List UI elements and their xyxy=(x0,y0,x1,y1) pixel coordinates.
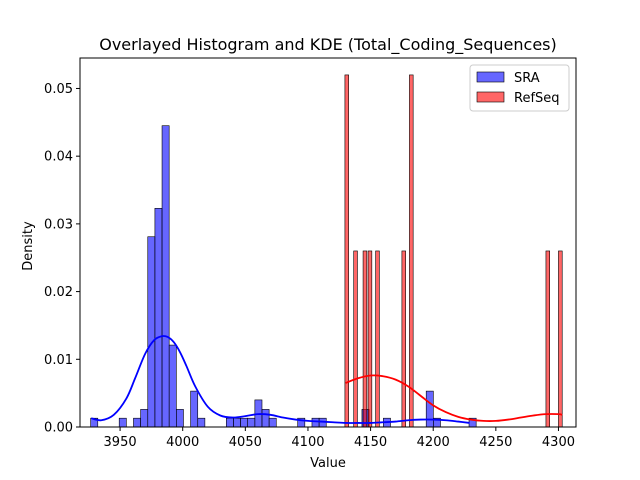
x-tick-label-4100: 4100 xyxy=(291,435,324,450)
bar-refseq-6 xyxy=(409,74,414,428)
chart-title: Overlayed Histogram and KDE (Total_Codin… xyxy=(99,35,557,55)
bar-sra-9 xyxy=(190,390,199,428)
bar-refseq-5 xyxy=(401,250,406,428)
legend: SRA RefSeq xyxy=(469,64,570,112)
legend-swatch-sra xyxy=(476,71,505,83)
x-tick-label-4200: 4200 xyxy=(417,435,450,450)
bar-sra-13 xyxy=(240,417,249,428)
plot-area xyxy=(90,74,563,428)
y-tick-label-3: 0.03 xyxy=(44,217,73,232)
bar-refseq-3 xyxy=(367,250,373,428)
bar-sra-6 xyxy=(161,125,170,428)
kde-line-refseq xyxy=(345,374,563,422)
legend-swatch-refseq xyxy=(476,91,505,103)
bar-refseq-0 xyxy=(344,74,349,428)
y-tick-label-0: 0.00 xyxy=(44,421,73,436)
bar-sra-7 xyxy=(168,344,177,428)
kde-line-sra xyxy=(91,335,470,424)
legend-label-sra: SRA xyxy=(514,71,540,86)
x-tick-label-3950: 3950 xyxy=(104,435,137,450)
bar-sra-23 xyxy=(425,390,434,428)
y-axis-title: Density xyxy=(21,221,36,271)
bar-sra-17 xyxy=(268,417,277,428)
bar-sra-4 xyxy=(147,236,156,428)
bar-sra-19 xyxy=(311,417,320,428)
x-tick-label-4300: 4300 xyxy=(542,435,575,450)
bar-sra-16 xyxy=(261,409,270,428)
legend-label-refseq: RefSeq xyxy=(514,91,560,106)
bar-sra-8 xyxy=(176,409,184,428)
bar-sra-11 xyxy=(225,417,234,428)
y-tick-label-5: 0.05 xyxy=(44,82,73,97)
axes: 3950 4000 4050 4100 4150 4200 4250 4300 0.00 0.01… xyxy=(44,57,577,450)
plot-frame xyxy=(79,57,577,428)
y-tick-label-4: 0.04 xyxy=(44,150,73,165)
bar-sra-3 xyxy=(140,409,149,428)
bar-refseq-4 xyxy=(375,250,380,428)
bar-sra-14 xyxy=(247,417,256,428)
series-refseq-bars xyxy=(344,74,563,428)
x-tick-label-4150: 4150 xyxy=(354,435,387,450)
bar-sra-12 xyxy=(233,417,241,428)
y-tick-label-1: 0.01 xyxy=(44,353,73,368)
bar-sra-10 xyxy=(197,417,206,428)
x-tick-label-4000: 4000 xyxy=(166,435,199,450)
bar-refseq-1 xyxy=(353,250,358,428)
x-tick-label-4050: 4050 xyxy=(229,435,262,450)
bar-refseq-2 xyxy=(362,250,368,428)
bar-refseq-7 xyxy=(545,250,551,428)
bar-sra-2 xyxy=(133,417,141,428)
x-tick-label-4250: 4250 xyxy=(479,435,512,450)
y-tick-label-2: 0.02 xyxy=(44,285,73,300)
series-sra-bars xyxy=(90,125,477,428)
bar-sra-5 xyxy=(154,208,163,428)
x-axis-title: Value xyxy=(310,456,346,471)
bar-sra-1 xyxy=(118,417,127,428)
bar-refseq-8 xyxy=(558,250,563,428)
